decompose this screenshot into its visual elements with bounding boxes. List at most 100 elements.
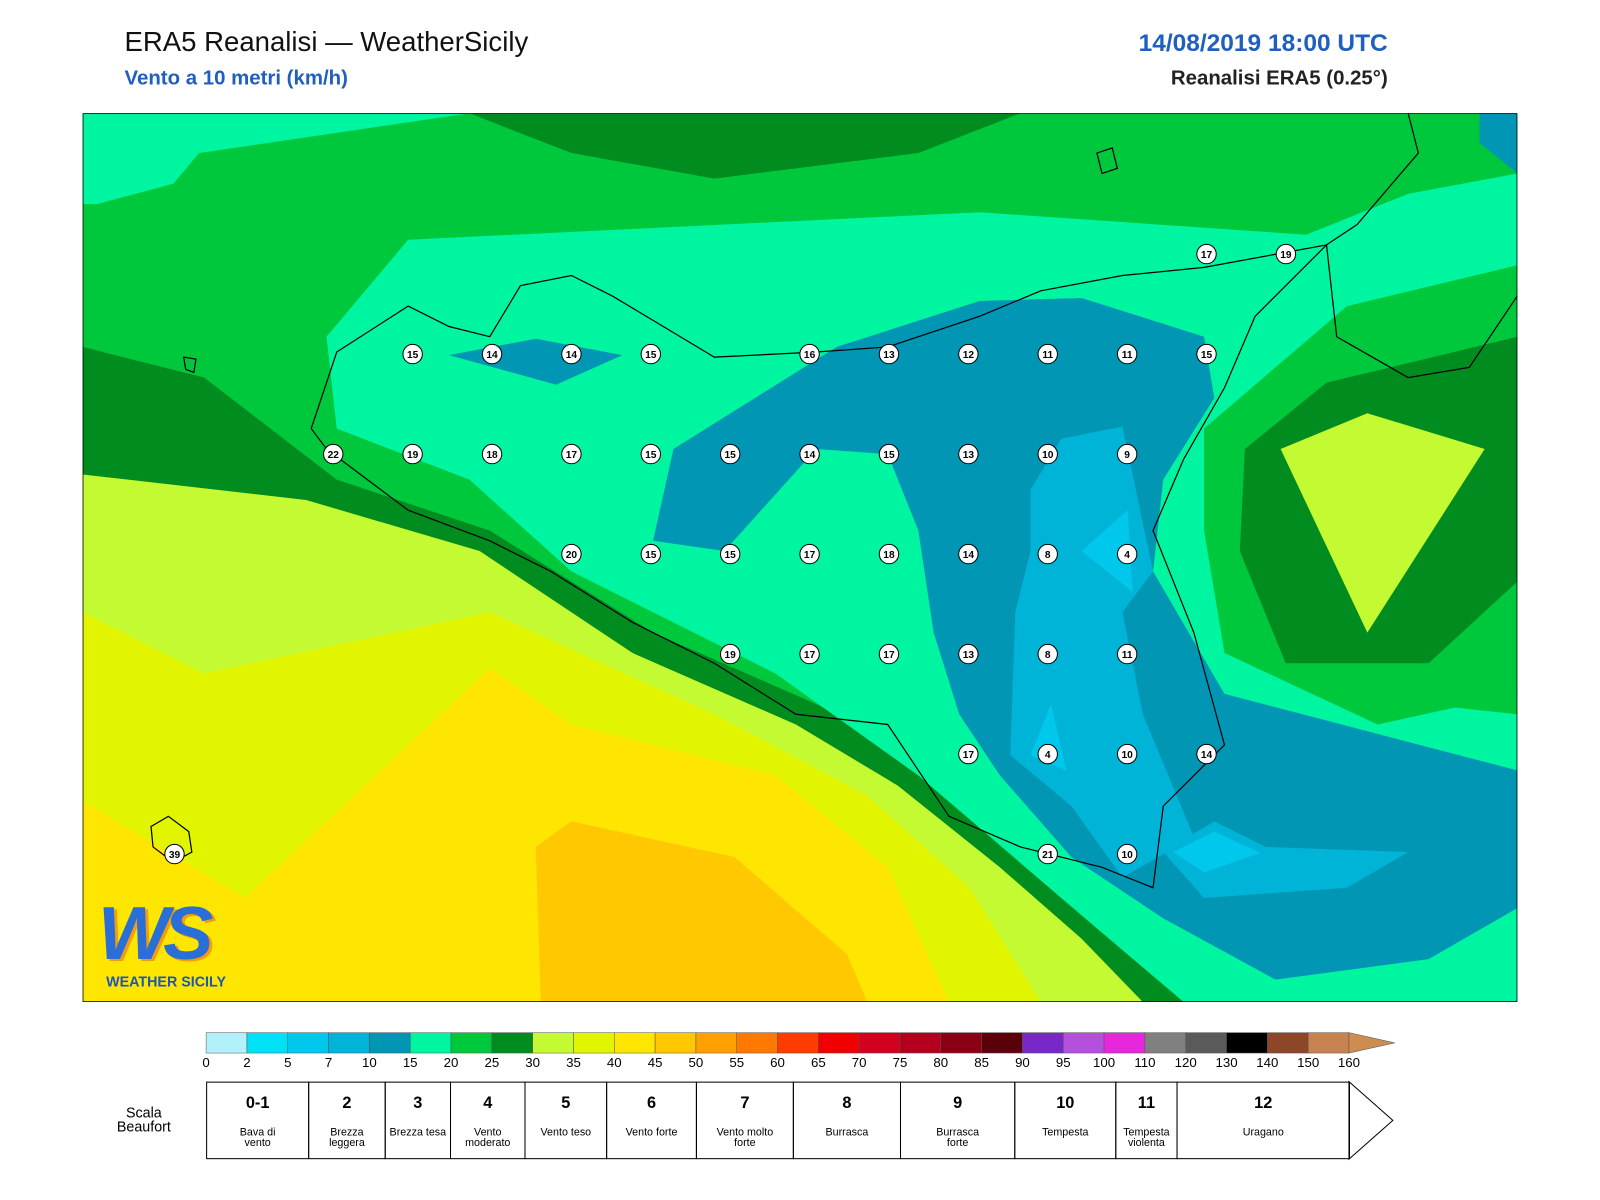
station-circle (719, 443, 741, 465)
station-value: 18 (883, 550, 895, 561)
station-value: 8 (1045, 650, 1051, 661)
station-value: 14 (566, 350, 578, 361)
station-circle (799, 343, 820, 365)
station-circle (958, 743, 979, 765)
station-circle (799, 443, 820, 465)
colorbar-tick-label: 30 (525, 1055, 540, 1070)
station-circle (1037, 743, 1058, 765)
station-value: 19 (725, 650, 737, 661)
colorbar-tick-label: 85 (974, 1055, 989, 1070)
beaufort-force: 6 (646, 1094, 657, 1113)
beaufort-description: Tempesta (1042, 1126, 1089, 1139)
beaufort-force: 12 (1254, 1094, 1273, 1113)
coastline (150, 113, 1518, 889)
beaufort-force: 3 (413, 1094, 423, 1113)
station-value: 14 (486, 350, 498, 361)
colorbar-tick-label: 5 (284, 1055, 291, 1070)
station-circle (1037, 843, 1058, 865)
colorbar-swatch (858, 1032, 901, 1054)
station-circle (799, 643, 820, 665)
station-value: 17 (963, 750, 975, 761)
colorbar-tick-label: 110 (1134, 1055, 1155, 1070)
beaufort-description: Vento forte (625, 1126, 678, 1139)
station-circle (640, 343, 662, 365)
colorbar-swatch (818, 1032, 860, 1054)
beaufort-cell: 12 Uragano (1176, 1081, 1350, 1160)
subtitle: Vento a 10 metri (km/h) (124, 67, 348, 90)
colorbar-swatch (573, 1032, 615, 1054)
station-circle (958, 343, 979, 365)
colorbar-swatch (654, 1032, 697, 1054)
colorbar-tick-label: 50 (689, 1055, 704, 1070)
station-circle (640, 543, 662, 565)
station-circle (878, 643, 900, 665)
beaufort-force: 10 (1056, 1094, 1075, 1113)
station-value: 10 (1042, 450, 1054, 461)
colorbar: 0 2 5 7 10 15 20 25 30 35 40 45 50 55 60 65 70 75 80 85 90 95… (202, 1032, 1395, 1070)
colorbar-swatch (777, 1032, 819, 1054)
colorbar-tick-label: 150 (1297, 1055, 1319, 1070)
beaufort-cell: 5 Vento teso (524, 1081, 608, 1160)
beaufort-force: 7 (740, 1094, 750, 1113)
station-circle (958, 443, 979, 465)
colorbar-swatch (1307, 1032, 1350, 1054)
station-value: 15 (883, 450, 895, 461)
colorbar-swatch (695, 1032, 737, 1054)
colorbar-tick-label: 20 (444, 1055, 459, 1070)
colorbar-tick-label: 70 (852, 1055, 867, 1070)
station-value: 14 (963, 550, 975, 561)
station-circle (1037, 343, 1058, 365)
station-circle (1116, 743, 1138, 765)
station-value: 39 (169, 850, 181, 861)
beaufort-description: Tempesta violenta (1123, 1126, 1170, 1149)
colorbar-swatch (532, 1032, 574, 1054)
beaufort-force: 0-1 (245, 1094, 270, 1113)
colorbar-swatch (1267, 1032, 1309, 1054)
station-value: 17 (804, 550, 816, 561)
station-value: 19 (1280, 250, 1292, 261)
station-value: 20 (566, 550, 578, 561)
station-circle (1116, 543, 1138, 565)
colorbar-swatch (981, 1032, 1023, 1054)
beaufort-description: Vento teso (540, 1126, 592, 1139)
station-value: 18 (486, 450, 498, 461)
station-value: 12 (963, 350, 975, 361)
station-circle (561, 343, 582, 365)
station-value: 13 (963, 450, 975, 461)
beaufort-force: 5 (561, 1094, 571, 1113)
station-value: 15 (645, 350, 657, 361)
beaufort-description: Bava di vento (239, 1126, 276, 1149)
beaufort-force: 2 (342, 1094, 352, 1113)
station-value: 15 (1201, 350, 1213, 361)
station-circle (1196, 743, 1217, 765)
station-circle (1037, 643, 1058, 665)
station-value: 16 (804, 350, 816, 361)
station-value: 4 (1124, 550, 1130, 561)
station-value: 8 (1045, 550, 1051, 561)
station-circle (1037, 543, 1058, 565)
station-markers: 17 19 15 14 14 15 16 13 12 11 11 15 22 19 18 17 15 15 14 15… (164, 243, 1297, 865)
station-value: 21 (1042, 850, 1054, 861)
colorbar-swatch (1103, 1032, 1146, 1054)
station-value: 15 (645, 450, 657, 461)
beaufort-cell: 2 Brezza leggera (308, 1081, 386, 1160)
colorbar-swatch (491, 1032, 533, 1054)
station-circle (1037, 443, 1058, 465)
colorbar-tick-label: 55 (729, 1055, 744, 1070)
beaufort-cell: 10 Tempesta (1014, 1081, 1117, 1160)
beaufort-force: 4 (483, 1094, 493, 1113)
station-value: 22 (328, 450, 340, 461)
station-value: 10 (1121, 750, 1133, 761)
station-value: 17 (883, 650, 895, 661)
station-circle (561, 543, 582, 565)
colorbar-tick-label: 2 (243, 1055, 250, 1070)
colorbar-tick-label: 45 (648, 1055, 663, 1070)
beaufort-label: Scala Beaufort (116, 1104, 171, 1135)
beaufort-description: Vento molto forte (716, 1126, 774, 1149)
colorbar-tick-label: 95 (1056, 1055, 1071, 1070)
beaufort-description: Uragano (1242, 1126, 1284, 1139)
station-circle (402, 343, 423, 365)
colorbar-swatch (1185, 1032, 1227, 1054)
